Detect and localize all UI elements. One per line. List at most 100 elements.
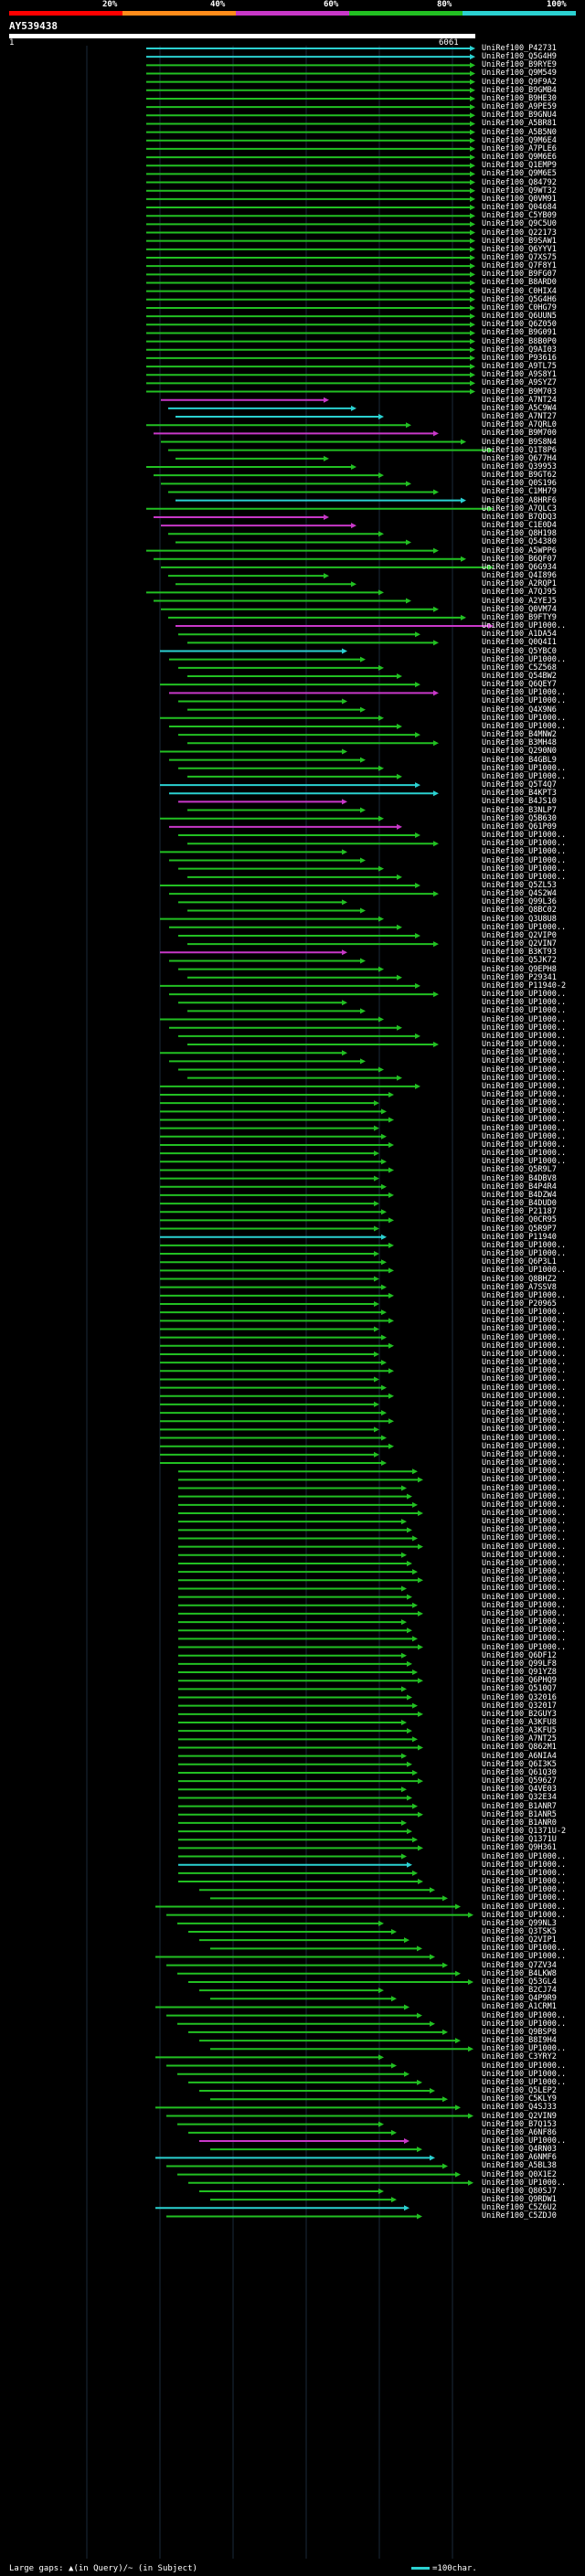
hit-link[interactable]: UniRef100_C5Z6U2 [482, 2203, 557, 2213]
hit-link[interactable]: UniRef100_UP1000.. [482, 1634, 567, 1644]
hit-link[interactable]: UniRef100_UP1000.. [482, 1149, 567, 1159]
hit-link[interactable]: UniRef100_Q4X9N6 [482, 705, 557, 715]
hit-link[interactable]: UniRef100_UP1000.. [482, 1266, 567, 1276]
hit-link[interactable]: UniRef100_Q9F9A2 [482, 77, 557, 87]
hit-link[interactable]: UniRef100_A7QRL0 [482, 420, 557, 430]
hit-link[interactable]: UniRef100_C5KLY9 [482, 2094, 557, 2104]
hit-link[interactable]: UniRef100_UP1000.. [482, 922, 567, 932]
hit-link[interactable]: UniRef100_B1ANR5 [482, 1809, 557, 1819]
hit-link[interactable]: UniRef100_UP1000.. [482, 1383, 567, 1393]
hit-link[interactable]: UniRef100_Q32E34 [482, 1793, 557, 1803]
hit-link[interactable]: UniRef100_Q2VIN7 [482, 939, 557, 949]
hit-link[interactable]: UniRef100_C1MH79 [482, 487, 557, 497]
hit-link[interactable]: UniRef100_A6NMF6 [482, 2153, 557, 2163]
hit-link[interactable]: UniRef100_B9M700 [482, 429, 557, 439]
hit-link[interactable]: UniRef100_Q6YYV1 [482, 244, 557, 254]
hit-link[interactable]: UniRef100_UP1000.. [482, 1374, 567, 1384]
hit-link[interactable]: UniRef100_UP1000.. [482, 1483, 567, 1493]
hit-link[interactable]: UniRef100_B3NLP7 [482, 805, 557, 815]
hit-link[interactable]: UniRef100_B9GMB4 [482, 85, 557, 95]
hit-link[interactable]: UniRef100_UP1000.. [482, 654, 567, 664]
hit-link[interactable]: UniRef100_UP1000.. [482, 1366, 567, 1376]
hit-link[interactable]: UniRef100_UP1000.. [482, 771, 567, 781]
hit-link[interactable]: UniRef100_UP1000.. [482, 2136, 567, 2146]
hit-link[interactable]: UniRef100_Q4VE03 [482, 1785, 557, 1795]
hit-link[interactable]: UniRef100_UP1000.. [482, 1467, 567, 1477]
hit-link[interactable]: UniRef100_UP1000.. [482, 1290, 567, 1300]
hit-link[interactable]: UniRef100_Q54BW2 [482, 672, 557, 681]
hit-link[interactable]: UniRef100_UP1000.. [482, 1509, 567, 1518]
hit-link[interactable]: UniRef100_UP1000.. [482, 721, 567, 731]
hit-link[interactable]: UniRef100_A7SSV8 [482, 1282, 557, 1292]
hit-link[interactable]: UniRef100_Q9WT32 [482, 186, 557, 196]
hit-link[interactable]: UniRef100_UP1000.. [482, 713, 567, 723]
hit-link[interactable]: UniRef100_Q6I3K5 [482, 1759, 557, 1769]
hit-link[interactable]: UniRef100_Q9EPH8 [482, 964, 557, 974]
hit-link[interactable]: UniRef100_UP1000.. [482, 1332, 567, 1342]
hit-link[interactable]: UniRef100_B4GBL9 [482, 755, 557, 765]
hit-link[interactable]: UniRef100_UP1000.. [482, 1014, 567, 1024]
hit-link[interactable]: UniRef100_UP1000.. [482, 1090, 567, 1099]
hit-link[interactable]: UniRef100_P11940 [482, 1232, 557, 1242]
hit-link[interactable]: UniRef100_Q0VM91 [482, 194, 557, 204]
hit-link[interactable]: UniRef100_P42731 [482, 44, 557, 53]
hit-link[interactable]: UniRef100_B9S8N4 [482, 437, 557, 447]
hit-link[interactable]: UniRef100_Q4SJ33 [482, 2103, 557, 2113]
hit-link[interactable]: UniRef100_Q6QEY7 [482, 680, 557, 690]
hit-link[interactable]: UniRef100_A9SYZ7 [482, 378, 557, 388]
hit-link[interactable]: UniRef100_P21187 [482, 1207, 557, 1217]
hit-link[interactable]: UniRef100_Q2VIP0 [482, 930, 557, 940]
hit-link[interactable]: UniRef100_Q9RDW1 [482, 2195, 557, 2205]
hit-link[interactable]: UniRef100_UP1000.. [482, 1115, 567, 1125]
hit-link[interactable]: UniRef100_UP1000.. [482, 855, 567, 865]
hit-link[interactable]: UniRef100_UP1000.. [482, 1608, 567, 1618]
hit-link[interactable]: UniRef100_UP1000.. [482, 1098, 567, 1108]
hit-link[interactable]: UniRef100_B9RYE9 [482, 60, 557, 70]
hit-link[interactable]: UniRef100_Q5LEP2 [482, 2086, 557, 2096]
hit-link[interactable]: UniRef100_UP1000.. [482, 1885, 567, 1895]
hit-link[interactable]: UniRef100_Q5G4H9 [482, 52, 557, 62]
hit-link[interactable]: UniRef100_UP1000.. [482, 1550, 567, 1560]
hit-link[interactable]: UniRef100_Q6PHQ9 [482, 1676, 557, 1686]
hit-link[interactable]: UniRef100_A7QJ95 [482, 588, 557, 598]
hit-link[interactable]: UniRef100_UP1000.. [482, 2044, 567, 2054]
hit-link[interactable]: UniRef100_A2RQP1 [482, 579, 557, 589]
hit-link[interactable]: UniRef100_UP1000.. [482, 872, 567, 882]
hit-link[interactable]: UniRef100_A1CRM1 [482, 2002, 557, 2012]
hit-link[interactable]: UniRef100_Q9AI03 [482, 345, 557, 355]
hit-link[interactable]: UniRef100_Q99NL3 [482, 1918, 557, 1928]
hit-link[interactable]: UniRef100_UP1000.. [482, 1851, 567, 1861]
hit-link[interactable]: UniRef100_UP1000.. [482, 1491, 567, 1501]
hit-link[interactable]: UniRef100_Q0X1E2 [482, 2169, 557, 2179]
hit-link[interactable]: UniRef100_UP1000.. [482, 1157, 567, 1167]
hit-link[interactable]: UniRef100_C1E0D4 [482, 521, 557, 531]
hit-link[interactable]: UniRef100_A7PLE6 [482, 143, 557, 154]
hit-link[interactable]: UniRef100_Q80SJ7 [482, 2186, 557, 2196]
hit-link[interactable]: UniRef100_Q3TSK5 [482, 1927, 557, 1936]
hit-link[interactable]: UniRef100_Q32017 [482, 1701, 557, 1711]
hit-link[interactable]: UniRef100_B3MH48 [482, 738, 557, 748]
hit-link[interactable]: UniRef100_UP1000.. [482, 1860, 567, 1870]
hit-link[interactable]: UniRef100_UP1000.. [482, 2077, 567, 2087]
hit-link[interactable]: UniRef100_C0HG79 [482, 302, 557, 313]
hit-link[interactable]: UniRef100_Q677H4 [482, 453, 557, 463]
hit-link[interactable]: UniRef100_B9GNU4 [482, 111, 557, 121]
hit-link[interactable]: UniRef100_UP1000.. [482, 1308, 567, 1318]
hit-link[interactable]: UniRef100_B4P4R4 [482, 1182, 557, 1192]
hit-link[interactable]: UniRef100_Q5G4H6 [482, 294, 557, 304]
hit-link[interactable]: UniRef100_Q5ZL53 [482, 881, 557, 890]
hit-link[interactable]: UniRef100_UP1000.. [482, 1433, 567, 1443]
hit-link[interactable]: UniRef100_A8HRF6 [482, 495, 557, 505]
hit-link[interactable]: UniRef100_A9S8Y1 [482, 370, 557, 380]
hit-link[interactable]: UniRef100_UP1000.. [482, 1040, 567, 1050]
hit-link[interactable]: UniRef100_UP1000.. [482, 1910, 567, 1920]
hit-link[interactable]: UniRef100_Q3U8U8 [482, 914, 557, 924]
hit-link[interactable]: UniRef100_Q0Q4I1 [482, 638, 557, 648]
hit-link[interactable]: UniRef100_UP1000.. [482, 1567, 567, 1577]
hit-link[interactable]: UniRef100_Q2VIP1 [482, 1935, 557, 1945]
hit-link[interactable]: UniRef100_UP1000.. [482, 1408, 567, 1418]
hit-link[interactable]: UniRef100_C3YRY2 [482, 2052, 557, 2062]
hit-link[interactable]: UniRef100_Q8BC02 [482, 906, 557, 916]
hit-link[interactable]: UniRef100_UP1000.. [482, 1031, 567, 1041]
hit-link[interactable]: UniRef100_B9GT62 [482, 471, 557, 481]
